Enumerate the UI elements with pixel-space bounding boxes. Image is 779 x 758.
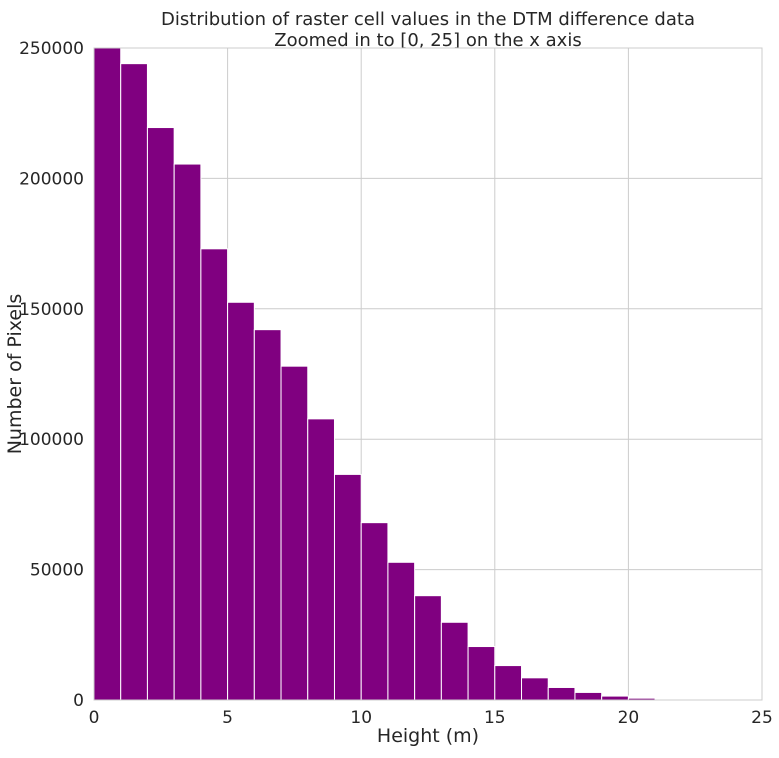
- histogram-bar: [388, 562, 415, 700]
- x-tick-label: 15: [484, 708, 506, 728]
- histogram-bar: [522, 678, 549, 700]
- x-tick-label: 20: [618, 708, 640, 728]
- histogram-bar: [602, 696, 629, 700]
- histogram-bar: [121, 64, 148, 700]
- histogram-bar: [201, 249, 228, 700]
- histogram-bar: [495, 666, 522, 700]
- histogram-bar: [281, 366, 308, 700]
- y-tick-label: 50000: [30, 561, 84, 581]
- y-tick-label: 250000: [19, 39, 84, 59]
- y-axis-label: Number of Pixels: [4, 294, 26, 455]
- y-tick-label: 0: [73, 691, 84, 711]
- histogram-bars: [94, 48, 762, 700]
- histogram-bar: [147, 128, 174, 700]
- y-tick-label: 100000: [19, 430, 84, 450]
- histogram-bar: [548, 687, 575, 700]
- histogram-bar: [94, 48, 121, 700]
- histogram-bar: [575, 692, 602, 700]
- histogram-bar: [361, 523, 388, 700]
- y-tick-label: 150000: [19, 300, 84, 320]
- chart-title-line1: Distribution of raster cell values in th…: [161, 9, 695, 30]
- histogram-bar: [228, 302, 255, 700]
- histogram-bar: [254, 330, 281, 700]
- histogram-bar: [441, 622, 468, 700]
- histogram-bar: [468, 647, 495, 700]
- x-axis-label: Height (m): [377, 725, 479, 747]
- histogram-bar: [334, 474, 361, 700]
- histogram-bar: [308, 419, 335, 700]
- histogram-bar: [174, 164, 201, 700]
- x-tick-label: 0: [89, 708, 100, 728]
- x-tick-label: 10: [350, 708, 372, 728]
- x-tick-label: 5: [222, 708, 233, 728]
- x-tick-label: 25: [751, 708, 773, 728]
- y-tick-label: 200000: [19, 169, 84, 189]
- histogram-bar: [415, 596, 442, 700]
